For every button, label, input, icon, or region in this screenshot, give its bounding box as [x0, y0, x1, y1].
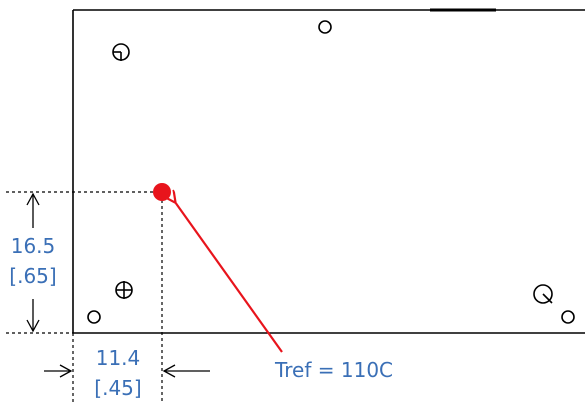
hole-bottom-right-inner	[533, 284, 553, 304]
horizontal-dimension-metric: 11.4	[96, 346, 141, 370]
horizontal-dimension: 11.4 [.45]	[44, 346, 210, 400]
hole-top-left	[112, 43, 130, 61]
reference-point-callout: Tref = 110C	[153, 183, 393, 382]
mounting-holes	[87, 20, 575, 324]
hole-bottom-left-inner	[115, 281, 133, 299]
reference-point-label: Tref = 110C	[274, 358, 393, 382]
board-outline	[72, 8, 585, 334]
hole-bottom-right	[561, 310, 575, 324]
horizontal-dimension-imperial: [.45]	[94, 376, 141, 400]
reference-point-marker	[153, 183, 171, 201]
callout-arrow	[175, 202, 283, 353]
hole-bottom-left	[87, 310, 101, 324]
extension-lines	[6, 191, 163, 402]
hole-top-center	[318, 20, 332, 34]
vertical-dimension-metric: 16.5	[11, 234, 56, 258]
vertical-dimension: 16.5 [.65]	[9, 192, 57, 333]
vertical-dimension-imperial: [.65]	[9, 264, 56, 288]
